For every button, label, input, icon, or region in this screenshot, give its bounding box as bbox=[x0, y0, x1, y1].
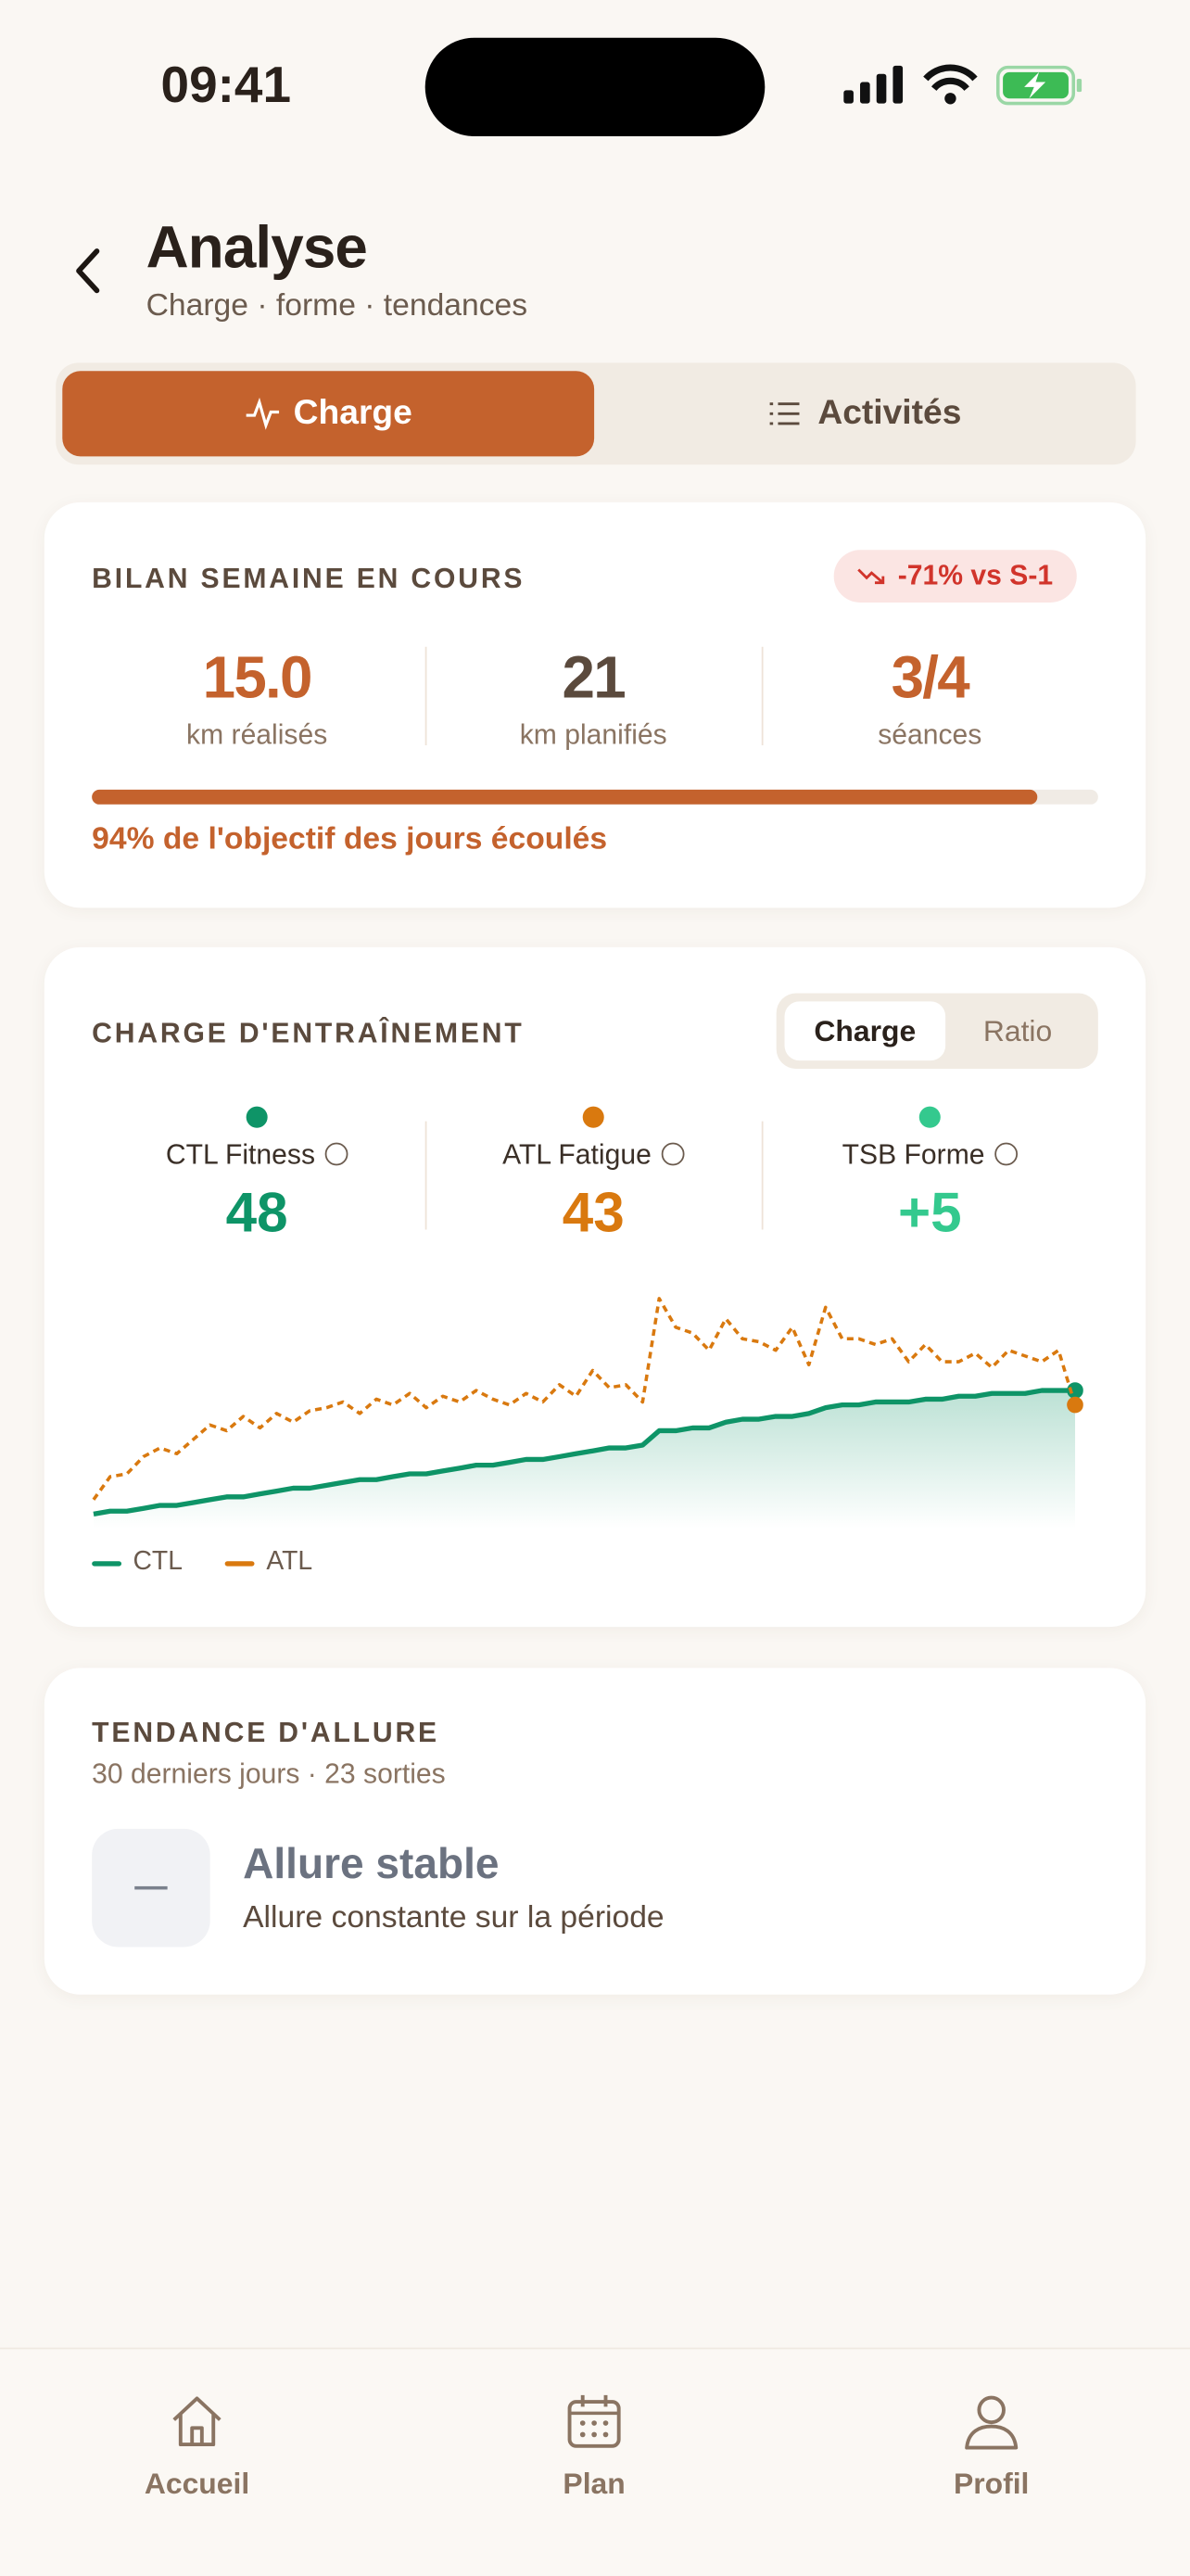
metric-label: ATL Fatigue bbox=[425, 1139, 762, 1172]
nav-plan[interactable]: Plan bbox=[563, 2467, 626, 2501]
bottom-nav: Accueil Plan Profil bbox=[0, 2347, 1190, 2576]
card-title: BILAN SEMAINE EN COURS bbox=[92, 563, 525, 595]
load-card: CHARGE D'ENTRAÎNEMENT Charge Ratio CTL F… bbox=[44, 946, 1146, 1628]
stat-label: séances bbox=[878, 718, 982, 751]
toggle-charge[interactable]: Charge bbox=[784, 1001, 946, 1061]
card-title: TENDANCE D'ALLURE bbox=[92, 1717, 439, 1749]
trend-badge: -71% vs S-1 bbox=[833, 550, 1076, 603]
trend-icon bbox=[857, 568, 885, 585]
tab-activites[interactable]: Activités bbox=[601, 371, 1129, 456]
progress-fill bbox=[92, 789, 1038, 805]
metric-name: CTL Fitness bbox=[165, 1139, 316, 1171]
page-subtitle: Charge · forme · tendances bbox=[146, 288, 528, 324]
metric-value: 48 bbox=[225, 1182, 288, 1245]
tab-charge[interactable]: Charge bbox=[62, 371, 595, 457]
pace-icon bbox=[92, 1828, 210, 1948]
metric-label: CTL Fitness bbox=[89, 1139, 425, 1172]
metric-dot bbox=[246, 1106, 268, 1128]
nav-icon bbox=[567, 2394, 621, 2448]
metric-label: TSB Forme bbox=[762, 1139, 1098, 1172]
metric-value: 43 bbox=[562, 1182, 625, 1245]
divider bbox=[424, 1121, 427, 1230]
toggle: Charge Ratio bbox=[776, 993, 1098, 1069]
metric-dot bbox=[918, 1106, 941, 1128]
pace-card: TENDANCE D'ALLURE 30 derniers jours · 23… bbox=[44, 1668, 1146, 1995]
legend-label: CTL bbox=[133, 1548, 183, 1577]
pace-status: Allure stable bbox=[243, 1838, 500, 1888]
badge-text: -71% vs S-1 bbox=[897, 559, 1054, 591]
nav-icon bbox=[965, 2395, 1019, 2450]
progress-track bbox=[92, 789, 1098, 805]
metric-name: ATL Fatigue bbox=[502, 1139, 652, 1171]
line bbox=[93, 1388, 1076, 1517]
info-icon[interactable] bbox=[661, 1142, 685, 1166]
divider bbox=[424, 646, 427, 746]
stat-label: km planifiés bbox=[519, 718, 667, 751]
tab-icon bbox=[246, 397, 279, 430]
end-dot bbox=[1067, 1382, 1083, 1399]
dynamic-island bbox=[424, 37, 766, 136]
nav-accueil[interactable]: Accueil bbox=[144, 2467, 250, 2501]
stat-label: km réalisés bbox=[186, 718, 328, 751]
week-card: BILAN SEMAINE EN COURS -71% vs S-1 15.0 k… bbox=[44, 501, 1146, 908]
legend-item: CTL bbox=[92, 1548, 183, 1578]
divider bbox=[761, 646, 764, 746]
legend-swatch bbox=[225, 1560, 255, 1566]
area bbox=[93, 1390, 1076, 1529]
progress-text: 94% de l'objectif des jours écoulés bbox=[92, 822, 608, 857]
back-button[interactable] bbox=[69, 247, 108, 296]
tab-icon bbox=[770, 402, 800, 425]
page-title: Analyse bbox=[146, 213, 368, 281]
legend-swatch bbox=[92, 1560, 122, 1566]
metric-value: +5 bbox=[897, 1182, 962, 1245]
info-icon[interactable] bbox=[324, 1142, 348, 1166]
metric-name: TSB Forme bbox=[842, 1139, 985, 1171]
status-icons bbox=[843, 64, 1082, 106]
card-title: CHARGE D'ENTRAÎNEMENT bbox=[92, 1018, 525, 1049]
metric-dot bbox=[582, 1106, 604, 1128]
toggle-ratio[interactable]: Ratio bbox=[982, 1014, 1053, 1047]
stat-value: 21 bbox=[562, 643, 627, 711]
end-dot bbox=[1067, 1396, 1083, 1414]
legend-item: ATL bbox=[225, 1548, 312, 1578]
nav-profil[interactable]: Profil bbox=[953, 2467, 1030, 2501]
stat-value: 3/4 bbox=[891, 643, 970, 711]
line bbox=[92, 1297, 1077, 1501]
card-subtitle: 30 derniers jours · 23 sorties bbox=[92, 1758, 446, 1790]
tab-label: Charge bbox=[293, 394, 412, 432]
load-chart bbox=[92, 1297, 1083, 1529]
tab-label: Activités bbox=[817, 394, 962, 432]
stat-value: 15.0 bbox=[202, 643, 313, 711]
legend: CTL ATL bbox=[92, 1548, 312, 1578]
info-icon[interactable] bbox=[994, 1142, 1018, 1166]
legend-label: ATL bbox=[266, 1548, 313, 1577]
pace-description: Allure constante sur la période bbox=[243, 1900, 665, 1936]
divider bbox=[761, 1121, 764, 1230]
nav-icon bbox=[172, 2396, 222, 2447]
clock: 09:41 bbox=[160, 56, 291, 114]
